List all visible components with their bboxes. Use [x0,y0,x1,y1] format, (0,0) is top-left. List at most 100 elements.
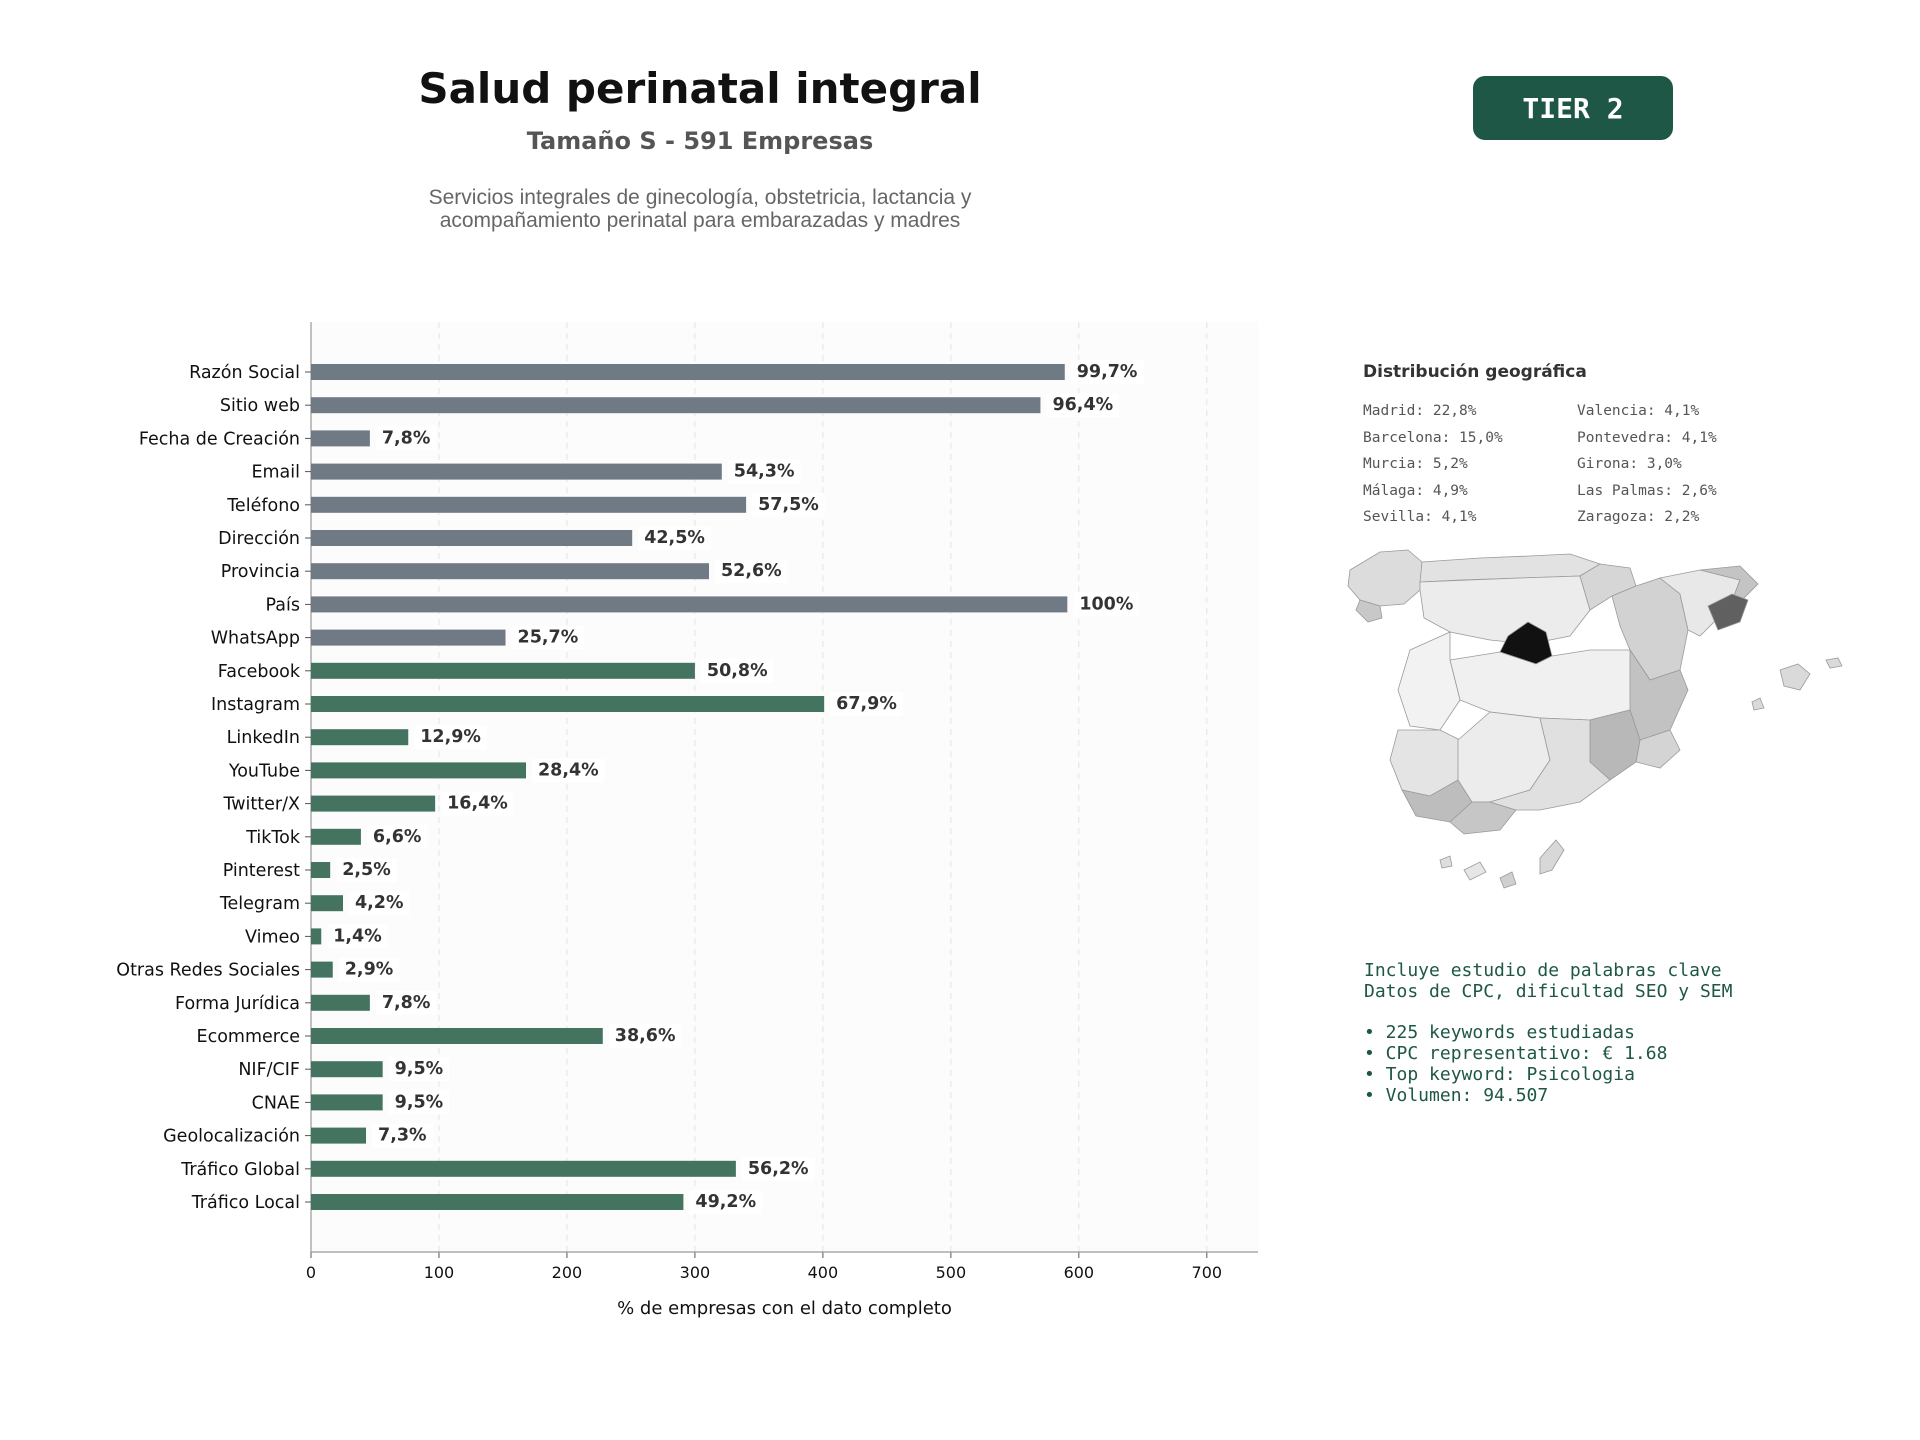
value-label-background [366,824,428,849]
bar [311,629,506,646]
map-region-barcelona [1707,593,1749,631]
category-label: YouTube [228,761,300,781]
value-label: 9,5% [395,1092,444,1112]
value-label: 2,5% [342,860,391,880]
value-label-background [375,426,437,451]
value-label: 2,9% [345,960,394,980]
bar [311,795,436,812]
bar [311,1194,684,1210]
value-label-background [608,1024,682,1048]
value-label-background [741,1156,815,1181]
geo-item: Murcia: 5,2% [1363,456,1468,472]
value-label-background [830,692,903,716]
value-label-background [700,658,774,683]
map-region-ibiza [1751,697,1765,711]
category-label: TikTok [245,828,301,848]
category-label: Tráfico Local [191,1193,300,1213]
value-label-background [327,924,388,949]
geo-item: Las Palmas: 2,6% [1577,482,1717,499]
bar [311,596,1068,613]
x-tick-label: 300 [680,1263,711,1282]
value-label: 96,4% [1052,395,1113,415]
value-label: 42,5% [644,528,705,548]
bar-chart: 0 100 200 300 400 500 600 700 Razón Social 99,7% S… [116,322,1258,1319]
x-tick-label: 700 [1192,1263,1223,1282]
spain-choropleth-map [1347,549,1843,889]
geo-item: Girona: 3,0% [1577,456,1682,472]
x-tick-label: 500 [936,1263,967,1282]
map-region-pontevedra [1355,599,1383,623]
category-label: Forma Jurídica [175,994,300,1014]
value-label: 4,2% [355,893,404,913]
value-label: 38,6% [615,1026,676,1046]
category-label: Telegram [219,894,300,914]
x-tick-label: 600 [1064,1263,1095,1282]
category-label: Ecommerce [197,1027,300,1047]
map-region-mallorca [1779,663,1811,691]
bar [311,1127,367,1144]
keywords-bullet: • Top keyword: Psicologia [1364,1064,1635,1085]
keywords-bullet: • 225 keywords estudiadas [1364,1022,1635,1043]
category-label: Twitter/X [222,795,300,815]
geo-item: Pontevedra: 4,1% [1577,429,1717,446]
map-region-andalucia-east [1488,717,1611,811]
value-label: 54,3% [734,462,795,482]
value-label: 9,5% [395,1059,444,1079]
geo-item: Valencia: 4,1% [1577,403,1700,419]
value-label-background [338,957,400,982]
bar [311,1094,383,1111]
category-label: NIF/CIF [238,1060,300,1080]
map-region-canarias-west [1439,855,1453,869]
bar [311,496,747,513]
value-label: 49,2% [695,1192,756,1212]
category-label: Tráfico Global [180,1160,300,1180]
keywords-bullet: • Volumen: 94.507 [1364,1085,1549,1106]
value-label-background [348,891,410,916]
map-region-galicia [1347,549,1423,607]
value-label-background [372,1123,433,1148]
bar [311,895,343,912]
geo-item: Madrid: 22,8% [1363,403,1477,419]
bar [311,364,1065,380]
category-label: País [266,595,300,615]
map-region-extremadura [1397,631,1461,731]
category-label: Razón Social [189,363,300,383]
x-tick-label: 200 [552,1263,583,1282]
bar [311,928,322,945]
value-label: 57,5% [758,495,819,515]
value-label: 99,7% [1077,362,1138,382]
map-region-las-palmas [1499,871,1517,889]
geo-distribution-list: Madrid: 22,8% Valencia: 4,1% Barcelona: … [1363,398,1763,531]
x-tick-label: 100 [424,1263,455,1282]
value-label-background [511,625,585,650]
category-label: Sitio web [220,396,300,416]
x-tick-label: 0 [306,1263,316,1282]
bar [311,1028,603,1044]
geo-item: Sevilla: 4,1% [1363,509,1477,525]
value-label: 6,6% [373,827,422,847]
keywords-info: Incluye estudio de palabras clave Datos … [1364,960,1844,1106]
bar [311,1160,736,1177]
description-line: acompañamiento perinatal para embarazada… [439,209,961,232]
value-label: 56,2% [748,1159,809,1179]
sector-description: Servicios integrales de ginecología, obs… [330,186,1070,232]
category-label: Fecha de Creación [139,429,300,449]
tier-badge: TIER 2 [1473,76,1673,140]
bar [311,530,633,546]
value-label: 100% [1079,594,1133,614]
map-region-canarias-east [1539,839,1565,875]
value-label-background [714,559,788,584]
value-label-background [638,526,711,550]
category-label: CNAE [252,1093,300,1113]
bar [311,563,709,580]
map-region-canarias-tenerife [1463,861,1487,881]
value-label-background [752,492,825,517]
page-subtitle: Tamaño S - 591 Empresas [526,127,874,155]
keywords-heading: Incluye estudio de palabras clave [1364,960,1722,981]
geo-item: Barcelona: 15,0% [1363,429,1503,446]
category-label: LinkedIn [227,728,300,748]
bar [311,961,333,978]
geo-item: Málaga: 4,9% [1363,482,1468,499]
value-label: 7,8% [382,993,431,1013]
bar [311,994,370,1011]
